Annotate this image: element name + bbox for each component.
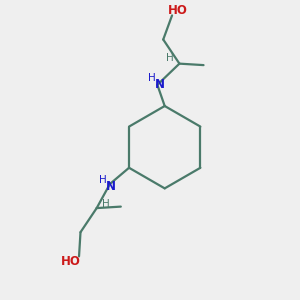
Text: H: H xyxy=(102,199,110,209)
Text: H: H xyxy=(166,53,174,63)
Text: N: N xyxy=(155,78,165,91)
Text: H: H xyxy=(148,74,156,83)
Text: HO: HO xyxy=(61,255,81,268)
Text: H: H xyxy=(99,176,106,185)
Text: N: N xyxy=(106,180,116,193)
Text: HO: HO xyxy=(168,4,188,17)
